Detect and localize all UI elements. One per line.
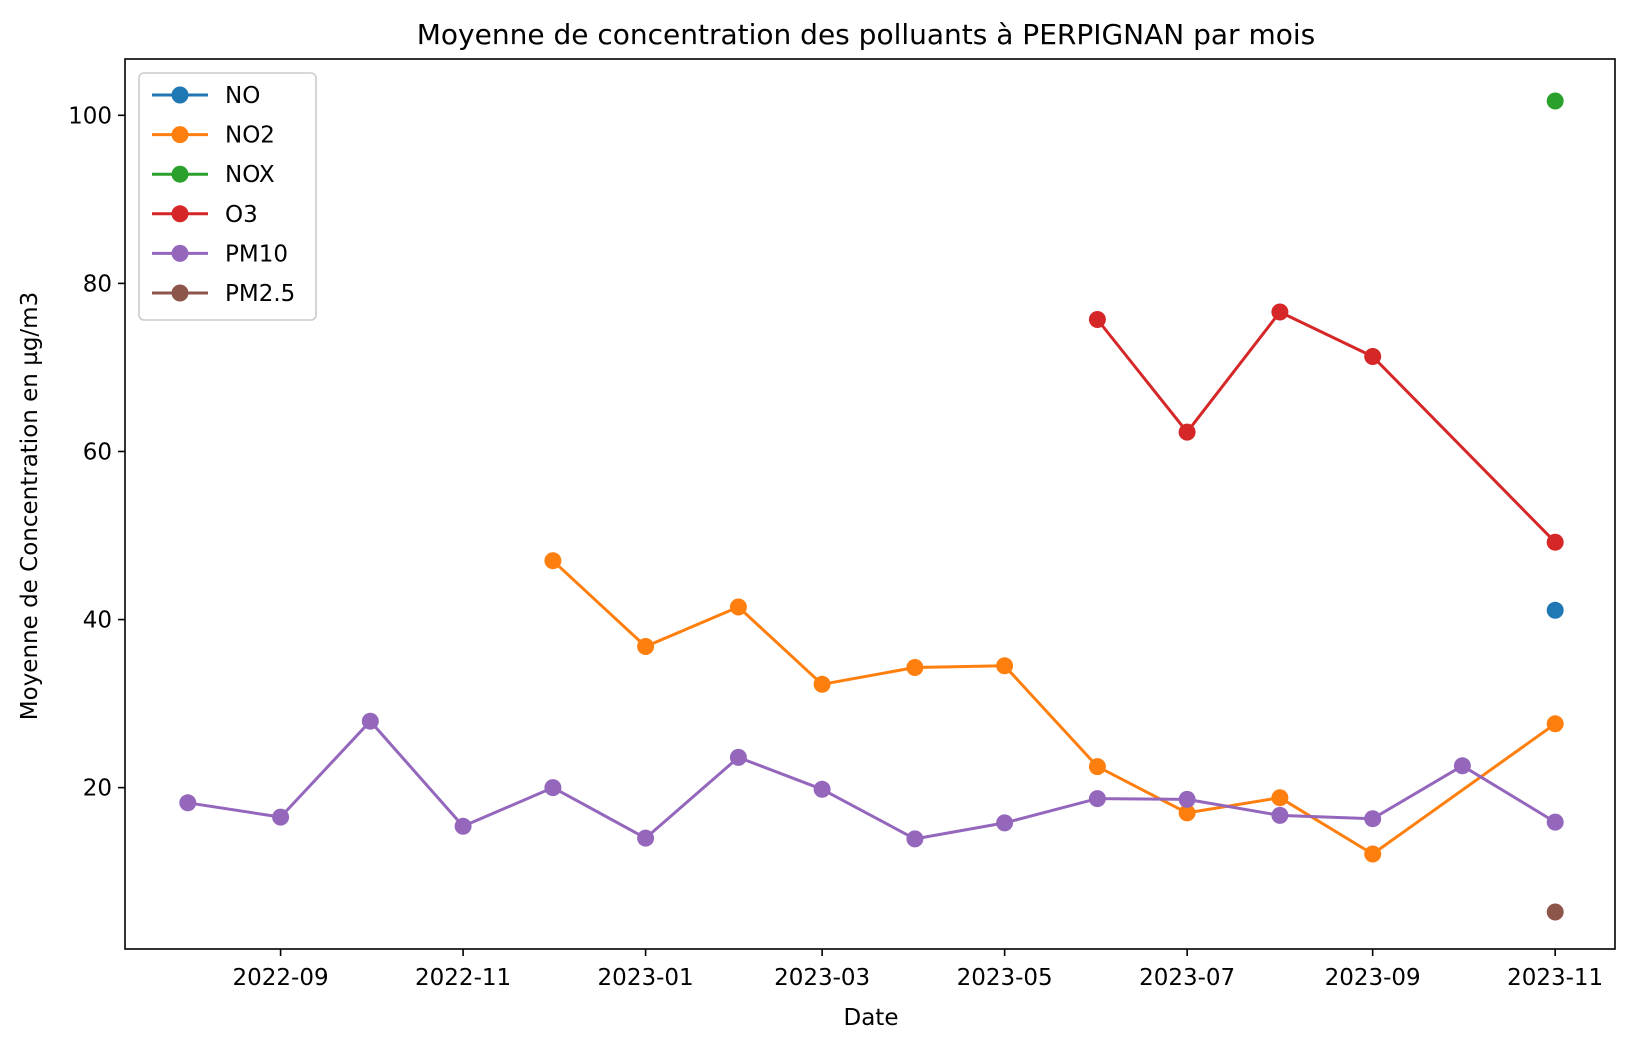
data-point-pm10 xyxy=(1546,813,1564,831)
legend-marker-o3 xyxy=(171,205,189,223)
y-axis-label: Moyenne de Concentration en µg/m3 xyxy=(17,292,43,720)
legend-label: NO xyxy=(225,83,260,109)
x-tick-label: 2023-09 xyxy=(1325,965,1421,991)
data-point-pm10 xyxy=(729,748,747,766)
data-point-pm10 xyxy=(1088,790,1106,808)
data-point-o3 xyxy=(1088,311,1106,328)
y-tick-label: 20 xyxy=(83,776,112,802)
data-point-pm25 xyxy=(1546,903,1564,921)
legend-label: NOX xyxy=(225,162,275,188)
legend-label: O3 xyxy=(225,202,258,228)
data-point-no xyxy=(1546,601,1564,619)
data-point-no2 xyxy=(906,659,924,676)
data-point-no2 xyxy=(729,598,747,616)
legend-marker-pm10 xyxy=(171,244,189,262)
x-tick-label: 2022-09 xyxy=(233,965,329,991)
legend-label: PM10 xyxy=(225,241,288,267)
data-point-pm10 xyxy=(1453,757,1471,775)
data-point-pm10 xyxy=(906,830,924,848)
data-point-o3 xyxy=(1271,303,1289,321)
data-point-no2 xyxy=(1271,789,1289,807)
y-tick-label: 60 xyxy=(83,439,112,465)
data-point-nox xyxy=(1546,92,1564,110)
data-point-no2 xyxy=(1364,845,1382,863)
chart-title: Moyenne de concentration des polluants à… xyxy=(417,18,1316,51)
y-tick-label: 80 xyxy=(83,271,112,297)
data-point-pm10 xyxy=(1271,806,1289,824)
data-point-no2 xyxy=(1088,758,1106,776)
legend-label: PM2.5 xyxy=(225,281,295,307)
data-point-pm10 xyxy=(179,794,197,812)
data-point-o3 xyxy=(1178,423,1196,441)
data-point-no2 xyxy=(1546,715,1564,733)
y-tick-label: 100 xyxy=(68,103,112,129)
x-tick-label: 2022-11 xyxy=(415,965,511,991)
x-tick-label: 2023-01 xyxy=(598,965,694,991)
data-point-no2 xyxy=(1178,804,1196,822)
data-point-no2 xyxy=(996,657,1014,675)
data-point-pm10 xyxy=(637,829,655,847)
series-line-pm10 xyxy=(187,719,1556,841)
plot-frame xyxy=(124,58,1616,950)
data-point-pm10 xyxy=(813,780,831,798)
legend-marker-pm25 xyxy=(171,284,189,302)
x-tick-label: 2023-11 xyxy=(1507,965,1603,991)
data-point-pm10 xyxy=(1178,790,1196,808)
legend-label: NO2 xyxy=(225,123,275,149)
legend: NO NO2 NOX O3 PM10 PM2.5 xyxy=(138,72,317,321)
data-point-o3 xyxy=(1546,533,1564,551)
data-point-no2 xyxy=(544,552,562,570)
data-point-pm10 xyxy=(996,814,1014,832)
x-tick-label: 2023-05 xyxy=(957,965,1053,991)
data-point-pm10 xyxy=(272,808,290,826)
plot-area: 2022-09 2022-11 2023-01 2023-03 2023-05 2023-… xyxy=(68,58,1616,991)
x-tick-label: 2023-07 xyxy=(1139,965,1235,991)
legend-marker-nox xyxy=(171,165,189,183)
data-point-no2 xyxy=(813,675,831,693)
data-point-o3 xyxy=(1364,348,1382,365)
x-axis-label: Date xyxy=(844,1005,899,1031)
y-tick-label: 40 xyxy=(83,608,112,634)
data-point-pm10 xyxy=(361,712,379,730)
data-point-no2 xyxy=(637,638,655,655)
data-point-pm10 xyxy=(454,817,472,835)
legend-marker-no xyxy=(171,86,189,104)
data-point-pm10 xyxy=(1364,810,1382,828)
legend-marker-no2 xyxy=(171,126,189,144)
data-point-pm10 xyxy=(544,779,562,797)
x-tick-label: 2023-03 xyxy=(774,965,870,991)
